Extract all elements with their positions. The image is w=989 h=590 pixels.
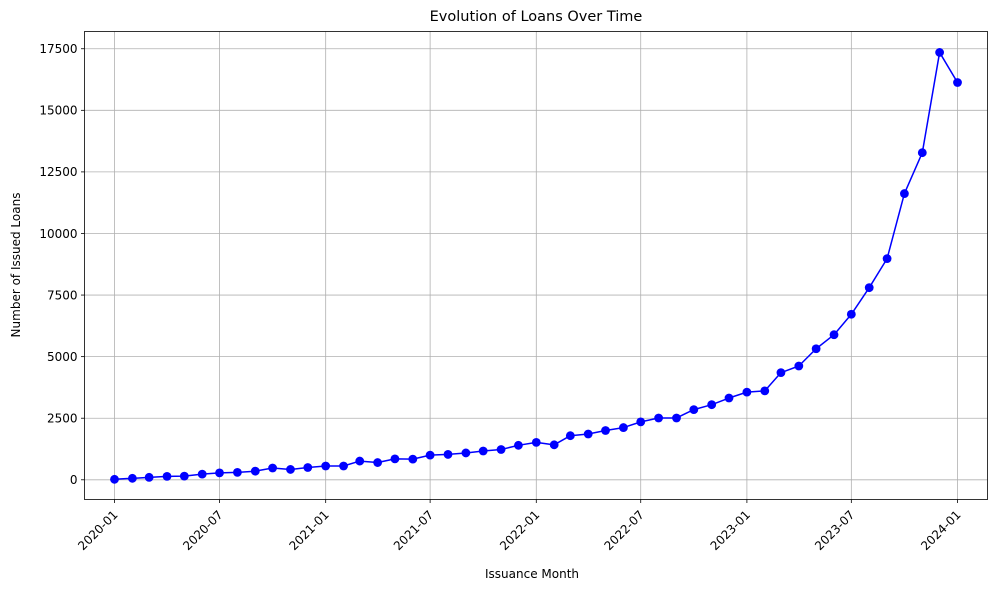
x-tick-label: 2021-07 <box>391 508 436 553</box>
y-tick-label: 15000 <box>39 104 77 118</box>
data-point <box>461 448 471 458</box>
x-tick-label: 2021-01 <box>286 508 331 553</box>
data-point <box>935 48 945 57</box>
x-tick-label: 2023-07 <box>812 508 857 553</box>
data-point <box>953 78 962 87</box>
y-tick-label: 12500 <box>39 165 77 179</box>
data-point <box>689 405 699 414</box>
data-point <box>408 454 418 464</box>
data-point <box>549 440 559 450</box>
y-axis-label: Number of Issued Loans <box>9 193 23 338</box>
data-point <box>127 473 137 483</box>
x-tick-label: 2024-01 <box>918 508 963 553</box>
data-point <box>724 393 734 403</box>
data-point <box>144 472 154 482</box>
data-point <box>179 471 189 481</box>
data-point <box>565 431 575 441</box>
data-point <box>233 468 242 477</box>
series-loans <box>110 48 962 484</box>
data-point <box>373 458 383 467</box>
x-tick-label: 2020-07 <box>180 508 225 553</box>
y-tick-label: 0 <box>70 473 78 487</box>
data-point <box>742 387 752 397</box>
data-point <box>917 148 927 158</box>
chart-title: Evolution of Loans Over Time <box>430 9 643 25</box>
data-point <box>811 344 821 354</box>
x-axis: 2020-01 2020-07 2021-01 2021-07 2022-01 2022-… <box>75 499 964 553</box>
data-point <box>339 461 348 471</box>
data-point <box>514 440 523 450</box>
data-point <box>162 471 172 481</box>
data-point <box>829 330 839 340</box>
data-point <box>496 445 506 454</box>
data-point <box>654 413 664 423</box>
x-tick-label: 2022-01 <box>497 508 542 553</box>
y-tick-label: 10000 <box>39 227 77 241</box>
data-point <box>286 465 295 474</box>
data-point <box>390 454 400 464</box>
data-point <box>619 423 628 432</box>
data-point <box>250 466 260 476</box>
data-point <box>882 254 892 263</box>
data-point <box>864 283 874 293</box>
data-point <box>303 463 313 472</box>
data-point <box>776 368 786 378</box>
data-point <box>601 426 610 435</box>
data-point <box>478 446 488 456</box>
data-point <box>355 456 365 466</box>
data-point <box>425 450 435 460</box>
grid <box>84 31 988 500</box>
data-point <box>443 450 453 459</box>
y-tick-label: 17500 <box>39 42 77 56</box>
data-point <box>846 309 856 319</box>
x-tick-label: 2022-07 <box>601 508 646 553</box>
data-point <box>636 417 646 427</box>
data-point <box>672 413 681 423</box>
data-point <box>900 189 909 198</box>
y-axis: 0 2500 5000 7500 10000 12500 15000 17500 <box>39 42 85 487</box>
data-point <box>794 361 804 371</box>
data-point <box>707 400 717 410</box>
data-point <box>531 437 541 447</box>
x-axis-label: Issuance Month <box>485 567 579 581</box>
data-point <box>268 463 277 473</box>
data-point <box>583 429 593 439</box>
x-tick-label: 2023-01 <box>708 508 753 553</box>
y-tick-label: 5000 <box>47 350 78 364</box>
x-tick-label: 2020-01 <box>75 508 120 553</box>
data-point <box>321 461 331 471</box>
data-point <box>197 469 207 479</box>
data-point <box>760 386 770 396</box>
y-tick-label: 2500 <box>47 412 78 426</box>
data-point <box>215 468 224 478</box>
data-point <box>110 474 119 484</box>
y-tick-label: 7500 <box>47 288 78 302</box>
